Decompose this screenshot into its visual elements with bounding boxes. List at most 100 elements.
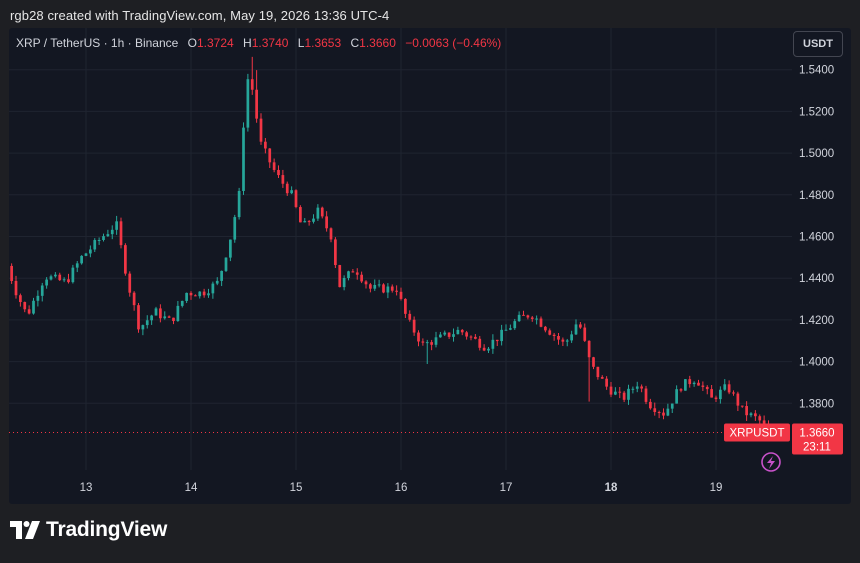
candle-body <box>666 408 670 416</box>
candle-body <box>491 339 495 349</box>
candle-body <box>627 388 630 400</box>
symbol-tag-label: XRPUSDT <box>730 427 785 439</box>
candle-body <box>565 340 569 342</box>
candle-body <box>45 279 48 286</box>
legend-change: −0.0063 (−0.46%) <box>405 36 502 50</box>
candle-body <box>115 221 118 230</box>
x-tick-label: 19 <box>710 482 723 494</box>
candle-body <box>264 141 267 149</box>
candle-body <box>132 292 136 306</box>
y-tick-label: 1.4600 <box>799 231 834 243</box>
candle-body <box>58 274 62 281</box>
candle-body <box>75 263 79 268</box>
candle-body <box>277 169 280 176</box>
candle-body <box>758 416 762 421</box>
candle-body <box>172 317 175 322</box>
y-tick-label: 1.3800 <box>799 398 834 410</box>
candle-body <box>395 290 398 292</box>
legend-high-label: H <box>243 36 252 50</box>
candle-body <box>124 245 127 274</box>
candle-body <box>474 336 477 339</box>
candle-body <box>246 79 250 128</box>
candle-body <box>631 388 635 390</box>
chart-panel[interactable]: 1.5400 1.5200 1.5000 1.4800 1.4600 1.4400 1.42… <box>9 28 851 504</box>
candle-body <box>500 329 503 342</box>
candle-body <box>478 338 482 348</box>
candle-body <box>745 406 748 416</box>
candle-body <box>408 313 412 320</box>
candle-body <box>487 348 490 351</box>
y-tick-label: 1.4400 <box>799 273 834 285</box>
candle-body <box>80 255 83 264</box>
candle-body <box>202 291 206 296</box>
candle-body <box>224 257 228 271</box>
candle-body <box>557 335 560 340</box>
candle-body <box>54 274 57 277</box>
candle-body <box>14 280 18 296</box>
tradingview-logo[interactable]: TradingView <box>10 518 167 542</box>
candle-body <box>110 229 114 235</box>
x-tick-label: 15 <box>290 482 303 494</box>
candle-body <box>272 162 276 170</box>
candle-body <box>412 319 416 333</box>
candle-body <box>723 384 727 390</box>
candle-body <box>548 330 552 335</box>
candle-body <box>592 357 595 367</box>
candle-body <box>329 228 333 240</box>
candle-body <box>482 347 486 351</box>
candle-body <box>268 148 272 163</box>
candle-body <box>727 384 731 393</box>
brand-wordmark: TradingView <box>46 518 168 541</box>
candle-body <box>399 291 403 299</box>
candle-body <box>198 291 202 297</box>
candle-body <box>351 271 355 273</box>
candle-body <box>382 284 385 293</box>
legend-close-label: C <box>350 36 360 50</box>
candle-body <box>649 401 652 409</box>
candle-body <box>469 336 473 338</box>
candle-body <box>364 281 368 285</box>
symbol-tag <box>724 423 790 442</box>
candle-body <box>27 309 31 314</box>
candle-body <box>303 221 307 223</box>
candle-body <box>373 284 377 289</box>
y-tick-label: 1.5000 <box>799 148 834 160</box>
candle-body <box>71 267 75 283</box>
candle-body <box>719 389 722 400</box>
candle-body <box>154 308 158 316</box>
candlestick-chart[interactable]: 1.5400 1.5200 1.5000 1.4800 1.4600 1.4400 1.42… <box>9 28 851 504</box>
x-tick-label: 13 <box>80 482 93 494</box>
candle-body <box>342 278 346 288</box>
flash-icon[interactable] <box>761 452 781 472</box>
price-tag-value: 1.3660 <box>799 427 834 439</box>
candle-body <box>605 378 608 387</box>
currency-button[interactable]: USDT <box>793 31 843 57</box>
candle-body <box>754 413 757 417</box>
candle-body <box>102 236 105 241</box>
x-tick-label: 14 <box>185 482 198 494</box>
y-tick-label: 1.5200 <box>799 106 834 118</box>
candle-body <box>697 382 700 386</box>
legend-high-value: 1.3740 <box>251 36 289 50</box>
candle-body <box>740 405 744 407</box>
candle-body <box>447 332 451 337</box>
candle-body <box>347 271 350 279</box>
candle-body <box>644 388 648 402</box>
candle-body <box>657 411 661 413</box>
candle-body <box>609 386 613 395</box>
candle-body <box>535 318 538 320</box>
candle-body <box>596 366 600 378</box>
candle-body <box>237 190 241 218</box>
candle-body <box>714 397 718 400</box>
candle-body <box>259 118 263 142</box>
candle-body <box>456 329 460 335</box>
x-tick-label: 18 <box>605 482 618 494</box>
candle-body <box>736 393 740 406</box>
candle-body <box>732 392 735 394</box>
tradingview-logo-icon <box>10 521 40 539</box>
candle-body <box>640 386 643 389</box>
candle-body <box>67 279 70 283</box>
chart-caption: rgb28 created with TradingView.com, May … <box>10 8 390 23</box>
candle-body <box>211 283 215 294</box>
candle-body <box>93 240 97 250</box>
